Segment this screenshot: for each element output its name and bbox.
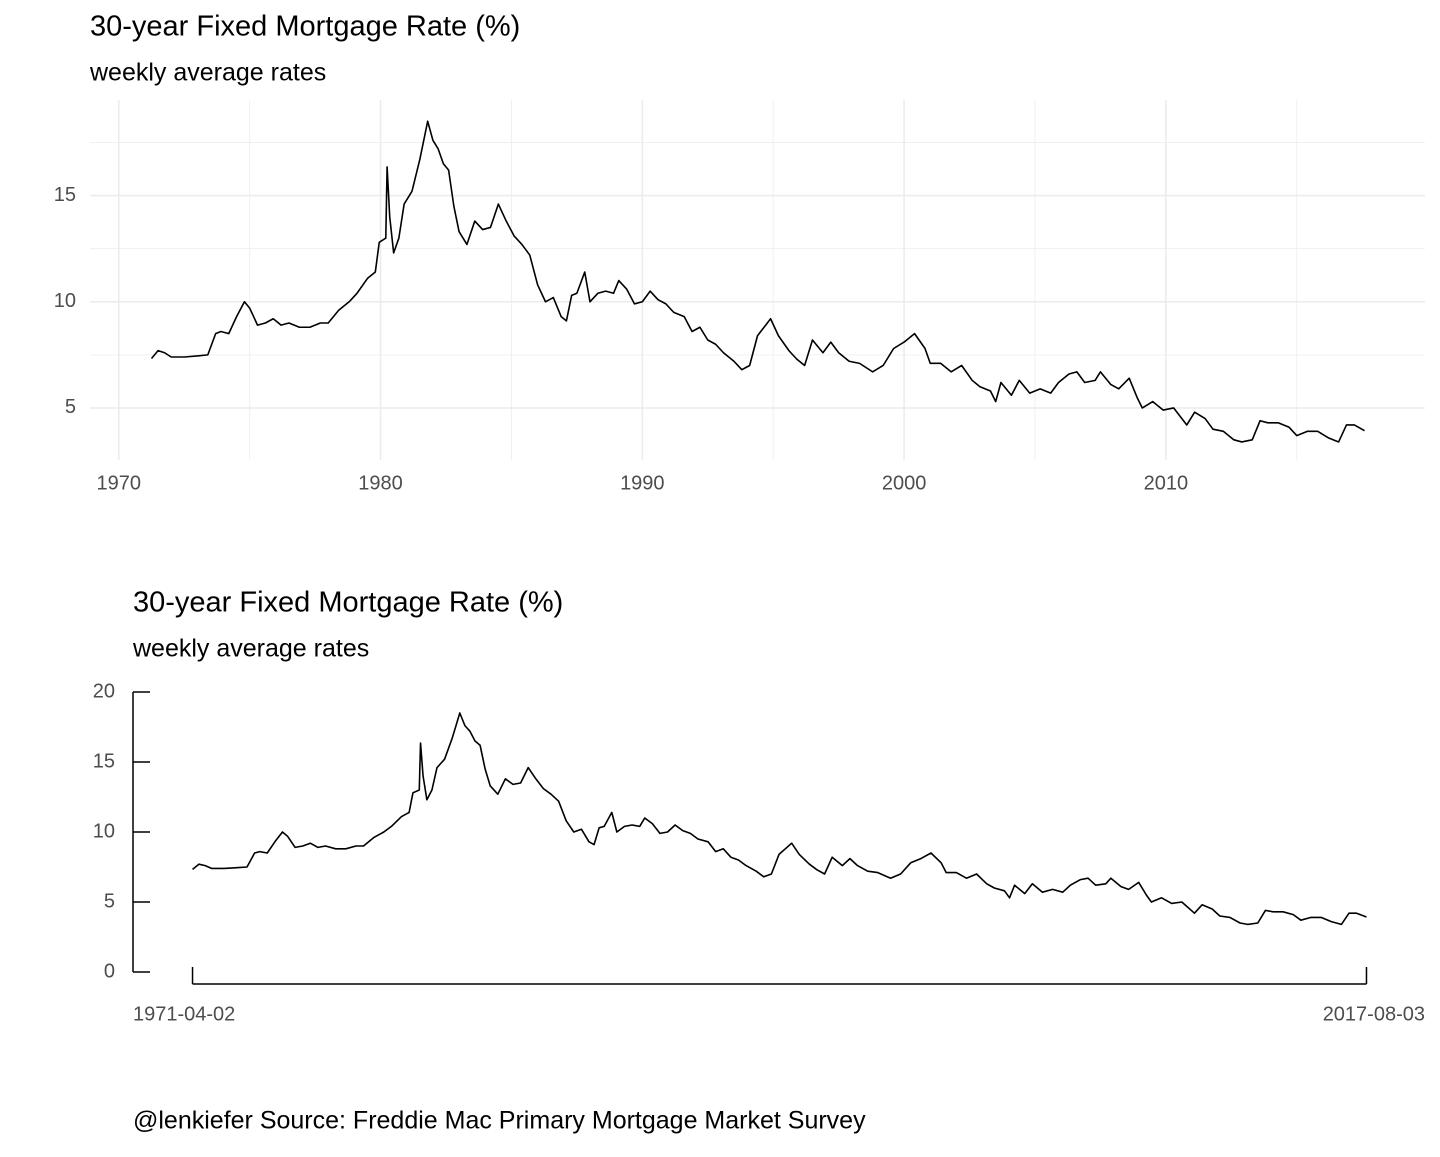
y-tick-label: 0 <box>104 960 115 982</box>
rate-line <box>192 712 1367 926</box>
rate-line <box>150 120 1365 443</box>
y-tick-label: 10 <box>54 290 76 312</box>
chart-title: 30-year Fixed Mortgage Rate (%) <box>133 587 563 619</box>
x-tick-label: 2010 <box>1144 472 1189 494</box>
caption: @lenkiefer Source: Freddie Mac Primary M… <box>133 1107 866 1135</box>
y-tick-label: 5 <box>104 890 115 912</box>
y-tick-label: 15 <box>93 750 115 772</box>
x-tick-label: 1970 <box>97 472 142 494</box>
y-tick-label: 10 <box>93 820 115 842</box>
x-tick-label: 2017-08-03 <box>1323 1003 1425 1025</box>
chart-title: 30-year Fixed Mortgage Rate (%) <box>90 11 520 43</box>
x-tick-label: 1980 <box>358 472 403 494</box>
chart-subtitle: weekly average rates <box>132 635 369 663</box>
y-tick-label: 20 <box>93 680 115 702</box>
y-tick-label: 15 <box>54 184 76 206</box>
x-tick-label: 2000 <box>882 472 927 494</box>
x-tick-label: 1971-04-02 <box>133 1003 235 1025</box>
y-tick-label: 5 <box>65 396 76 418</box>
x-tick-label: 1990 <box>620 472 665 494</box>
chart-subtitle: weekly average rates <box>89 59 326 87</box>
